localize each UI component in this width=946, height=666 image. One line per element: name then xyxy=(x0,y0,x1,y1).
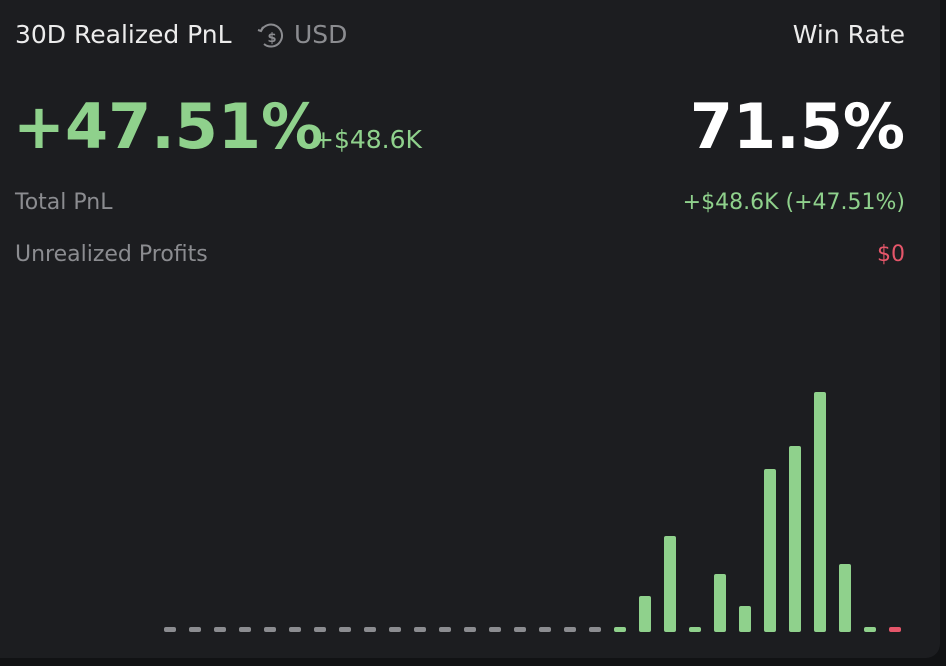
bar xyxy=(714,574,726,632)
bar xyxy=(564,627,576,632)
bar xyxy=(539,627,551,632)
bar xyxy=(264,627,276,632)
bar xyxy=(614,627,626,632)
bar xyxy=(314,627,326,632)
bar xyxy=(339,627,351,632)
title: 30D Realized PnL xyxy=(15,20,232,49)
pnl-amount: +$48.6K xyxy=(313,125,422,154)
bar xyxy=(389,627,401,632)
bar xyxy=(189,627,201,632)
row-label: Unrealized Profits xyxy=(15,242,208,267)
bar xyxy=(289,627,301,632)
row-value: $0 xyxy=(877,242,905,267)
bar xyxy=(489,627,501,632)
svg-text:$: $ xyxy=(267,31,276,46)
currency-toggle[interactable]: USD xyxy=(294,20,348,49)
bar xyxy=(239,627,251,632)
bar xyxy=(464,627,476,632)
pnl-percent: +47.51% xyxy=(13,90,324,163)
bar xyxy=(364,627,376,632)
bar xyxy=(814,392,826,632)
bar xyxy=(764,469,776,632)
bar xyxy=(164,627,176,632)
bar xyxy=(589,627,601,632)
bar xyxy=(439,627,451,632)
bar xyxy=(664,536,676,632)
bar xyxy=(639,596,651,632)
bar xyxy=(514,627,526,632)
bar xyxy=(739,606,751,632)
bar xyxy=(214,627,226,632)
bar xyxy=(864,627,876,632)
bar xyxy=(889,627,901,632)
bar xyxy=(414,627,426,632)
bar xyxy=(689,627,701,632)
row-label: Total PnL xyxy=(15,190,113,215)
currency-icon: $ xyxy=(257,23,284,48)
bar xyxy=(789,446,801,632)
bar xyxy=(839,564,851,632)
row-value: +$48.6K (+47.51%) xyxy=(682,190,905,215)
win-rate: 71.5% xyxy=(689,90,905,163)
win-rate-label: Win Rate xyxy=(792,20,905,49)
